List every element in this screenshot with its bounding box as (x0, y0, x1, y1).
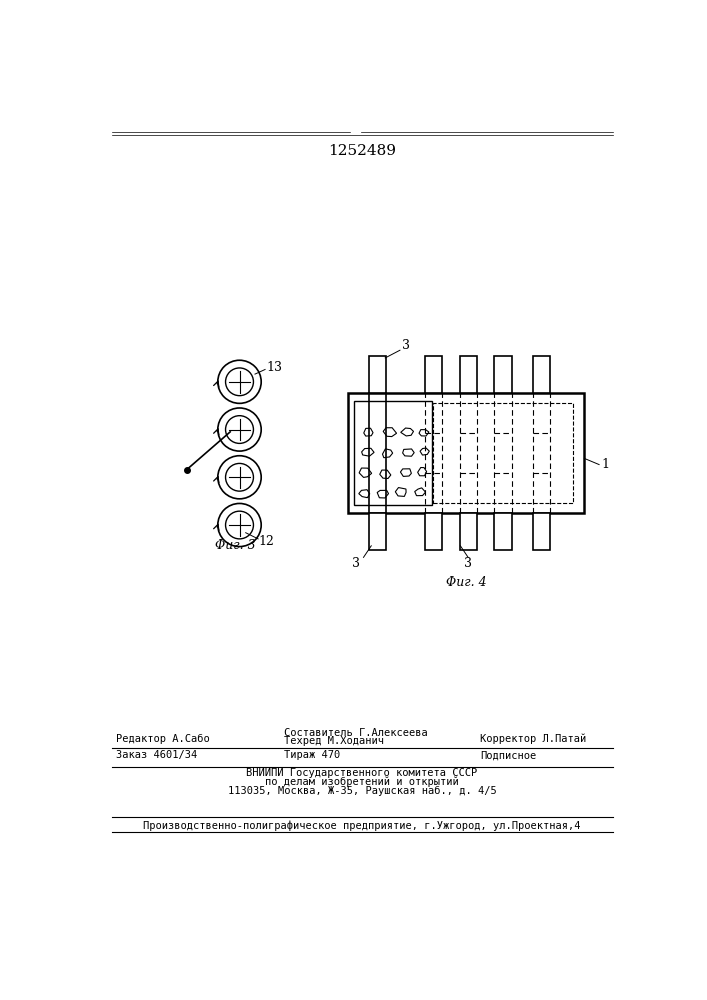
Text: 12: 12 (259, 535, 275, 548)
Text: 1: 1 (602, 458, 609, 471)
Text: Составитель Г.Алексеева: Составитель Г.Алексеева (284, 728, 428, 738)
Bar (533, 513, 550, 550)
Text: 3: 3 (464, 557, 472, 570)
Bar (494, 356, 512, 393)
Text: 3: 3 (352, 557, 360, 570)
Text: 13: 13 (267, 361, 283, 374)
Bar (533, 356, 550, 393)
Bar (369, 356, 386, 393)
Text: по делам изобретений и открытий: по делам изобретений и открытий (265, 777, 459, 787)
Text: Подписное: Подписное (480, 750, 536, 760)
Text: Заказ 4601/34: Заказ 4601/34 (115, 750, 197, 760)
Text: Редактор А.Сабо: Редактор А.Сабо (115, 734, 209, 744)
Bar (425, 513, 442, 550)
Bar (494, 513, 512, 550)
Bar (433, 403, 573, 503)
Bar (348, 393, 585, 513)
Bar (354, 401, 432, 505)
Text: 1252489: 1252489 (328, 144, 396, 158)
Bar (460, 356, 477, 393)
Text: ВНИИПИ Государственного комитета СССР: ВНИИПИ Государственного комитета СССР (246, 768, 477, 778)
Bar (425, 356, 442, 393)
Text: Тираж 470: Тираж 470 (284, 750, 341, 760)
Text: Φиг. 3: Φиг. 3 (216, 539, 256, 552)
Text: Техред М.Ходанич: Техред М.Ходанич (284, 736, 385, 746)
Text: Корректор Л.Патай: Корректор Л.Патай (480, 734, 586, 744)
Bar (460, 513, 477, 550)
Text: 113035, Москва, Ж-35, Раушская наб., д. 4/5: 113035, Москва, Ж-35, Раушская наб., д. … (228, 786, 496, 796)
Text: 3: 3 (402, 339, 410, 352)
Bar (369, 513, 386, 550)
Text: Φиг. 4: Φиг. 4 (446, 576, 486, 588)
Text: Производственно-полиграфическое предприятие, г.Ужгород, ул.Проектная,4: Производственно-полиграфическое предприя… (144, 821, 580, 831)
